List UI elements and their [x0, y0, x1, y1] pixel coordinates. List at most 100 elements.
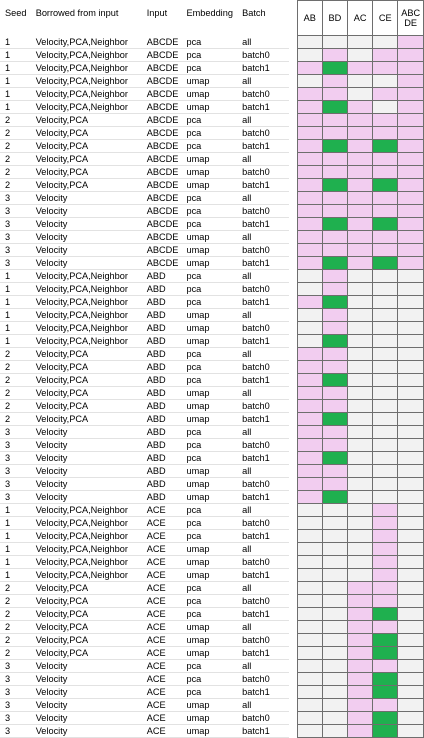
cell-input: ACE	[141, 529, 182, 543]
cell-seed: 1	[0, 503, 31, 517]
cell-seed: 3	[0, 204, 31, 218]
cell-input: ACE	[141, 555, 182, 569]
cell-input: ABD	[141, 282, 182, 296]
matrix-cell-bd	[321, 87, 349, 101]
cell-embedding: umap	[181, 152, 238, 166]
cell-embedding: umap	[181, 620, 238, 634]
cell-embedding: pca	[181, 503, 238, 517]
cell-batch: batch0	[237, 516, 289, 530]
cell-embedding: umap	[181, 243, 238, 257]
cell-seed: 2	[0, 607, 31, 621]
matrix-cell-bd	[321, 360, 349, 374]
matrix-cell-abcde	[397, 334, 424, 348]
matrix-cell-ac	[346, 451, 374, 465]
cell-embedding: pca	[181, 581, 238, 595]
matrix-cell-abcde	[397, 555, 424, 569]
cell-batch: batch1	[237, 412, 289, 426]
cell-borrowed: Velocity,PCA,Neighbor	[30, 542, 142, 556]
table-row: 1 Velocity,PCA,Neighbor ACE pca all	[0, 503, 424, 517]
matrix-cell-bd	[321, 269, 349, 283]
cell-borrowed: Velocity,PCA	[30, 360, 142, 374]
cell-input: ABCDE	[141, 100, 182, 114]
matrix-cell-ce	[372, 477, 399, 491]
cell-borrowed: Velocity,PCA,Neighbor	[30, 87, 142, 101]
cell-input: ACE	[141, 516, 182, 530]
cell-input: ABCDE	[141, 48, 182, 62]
cell-seed: 3	[0, 477, 31, 491]
cell-embedding: pca	[181, 659, 238, 673]
matrix-cell-ac	[346, 646, 374, 660]
table-row: 2 Velocity,PCA ACE pca batch0	[0, 594, 424, 608]
matrix-cell-ab	[296, 620, 323, 634]
cell-input: ABD	[141, 295, 182, 309]
cell-batch: batch1	[237, 100, 289, 114]
cell-embedding: umap	[181, 724, 238, 738]
matrix-cell-bd	[321, 334, 349, 348]
cell-embedding: umap	[181, 100, 238, 114]
cell-input: ACE	[141, 568, 182, 582]
cell-input: ABD	[141, 438, 182, 452]
matrix-cell-abcde	[397, 503, 424, 517]
matrix-cell-ab	[296, 165, 323, 179]
cell-embedding: umap	[181, 321, 238, 335]
matrix-cell-abcde	[397, 607, 424, 621]
cell-seed: 3	[0, 256, 31, 270]
matrix-cell-ce	[372, 308, 399, 322]
cell-borrowed: Velocity,PCA	[30, 347, 142, 361]
cell-borrowed: Velocity	[30, 464, 142, 478]
matrix-cell-ac	[346, 425, 374, 439]
matrix-cell-ac	[346, 100, 374, 114]
matrix-cell-ce	[372, 139, 399, 153]
cell-borrowed: Velocity,PCA,Neighbor	[30, 100, 142, 114]
cell-input: ABD	[141, 425, 182, 439]
matrix-cell-ce	[372, 152, 399, 166]
matrix-cell-ac	[346, 308, 374, 322]
cell-embedding: umap	[181, 178, 238, 192]
matrix-cell-ce	[372, 412, 399, 426]
matrix-cell-bd	[321, 529, 349, 543]
cell-borrowed: Velocity,PCA,Neighbor	[30, 555, 142, 569]
matrix-cell-ac	[346, 217, 374, 231]
matrix-cell-abcde	[397, 87, 424, 101]
matrix-cell-abcde	[397, 113, 424, 127]
matrix-cell-bd	[321, 620, 349, 634]
table-row: 3 Velocity ABCDE pca batch1	[0, 217, 424, 231]
cell-embedding: pca	[181, 282, 238, 296]
table-row: 2 Velocity,PCA ACE pca batch1	[0, 607, 424, 621]
cell-seed: 2	[0, 165, 31, 179]
cell-input: ABD	[141, 399, 182, 413]
cell-input: ABD	[141, 308, 182, 322]
cell-input: ABD	[141, 490, 182, 504]
cell-seed: 1	[0, 529, 31, 543]
cell-input: ABCDE	[141, 35, 182, 49]
matrix-cell-ce	[372, 633, 399, 647]
matrix-cell-ac	[346, 191, 374, 205]
matrix-cell-ac	[346, 516, 374, 530]
cell-seed: 1	[0, 295, 31, 309]
cell-batch: all	[237, 503, 289, 517]
matrix-cell-bd	[321, 698, 349, 712]
cell-seed: 1	[0, 87, 31, 101]
matrix-cell-abcde	[397, 425, 424, 439]
cell-seed: 2	[0, 412, 31, 426]
cell-batch: all	[237, 386, 289, 400]
matrix-cell-ce	[372, 451, 399, 465]
cell-seed: 3	[0, 191, 31, 205]
matrix-cell-abcde	[397, 269, 424, 283]
cell-borrowed: Velocity	[30, 672, 142, 686]
matrix-cell-ab	[296, 282, 323, 296]
matrix-cell-ab	[296, 295, 323, 309]
cell-embedding: pca	[181, 269, 238, 283]
matrix-cell-ac	[346, 464, 374, 478]
matrix-cell-abcde	[397, 568, 424, 582]
matrix-cell-bd	[321, 724, 349, 738]
cell-borrowed: Velocity	[30, 217, 142, 231]
cell-embedding: umap	[181, 568, 238, 582]
cell-seed: 2	[0, 360, 31, 374]
table-row: 2 Velocity,PCA ABD umap all	[0, 386, 424, 400]
cell-batch: batch0	[237, 672, 289, 686]
cell-input: ABD	[141, 269, 182, 283]
cell-embedding: umap	[181, 87, 238, 101]
table-row: 2 Velocity,PCA ABCDE pca all	[0, 113, 424, 127]
